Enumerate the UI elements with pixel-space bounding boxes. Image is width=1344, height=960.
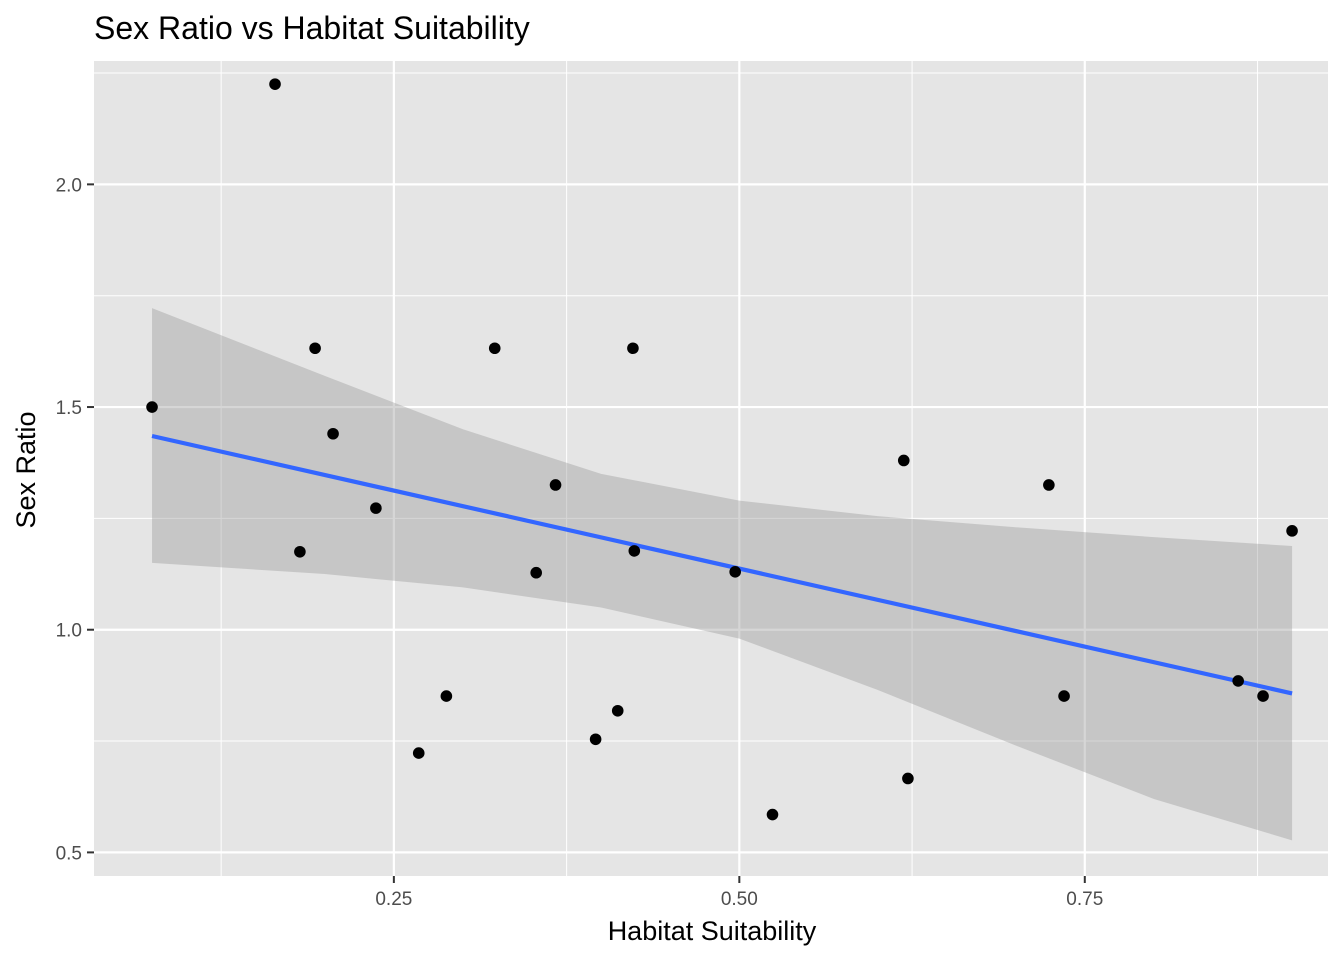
x-axis-label: Habitat Suitability (608, 916, 817, 946)
data-point (488, 342, 501, 355)
y-axis-label: Sex Ratio (11, 411, 41, 528)
data-point (294, 545, 306, 558)
data-point (628, 545, 641, 557)
y-axis-ticks: 0.5 1.0 1.5 2.0 (56, 175, 94, 864)
data-point (589, 733, 602, 746)
x-axis-ticks: 0.25 0.50 0.75 (375, 876, 1103, 910)
data-point (440, 690, 453, 702)
chart-title: Sex Ratio vs Habitat Suitability (94, 10, 530, 46)
y-tick-label: 1.0 (56, 621, 82, 642)
data-points (146, 78, 1298, 821)
y-tick-label: 0.5 (56, 843, 82, 864)
data-point (146, 401, 158, 413)
major-gridlines (94, 61, 1328, 876)
data-point (530, 566, 542, 579)
data-point (1232, 675, 1244, 687)
x-tick-label: 0.75 (1066, 889, 1103, 910)
data-point (1257, 690, 1269, 702)
data-point (766, 808, 779, 821)
y-tick-label: 1.5 (56, 398, 82, 419)
data-point (269, 78, 281, 90)
data-point (370, 502, 382, 514)
data-point (1286, 525, 1298, 537)
y-tick-label: 2.0 (56, 175, 82, 196)
data-point (729, 566, 741, 578)
data-point (309, 342, 321, 355)
x-tick-label: 0.50 (721, 889, 758, 910)
data-point (1058, 690, 1070, 702)
data-point (627, 342, 639, 355)
data-point (897, 454, 910, 467)
data-point (902, 772, 914, 785)
data-point (611, 704, 624, 717)
confidence-band (152, 308, 1293, 841)
data-point (1043, 479, 1055, 491)
x-tick-label: 0.25 (375, 889, 412, 910)
minor-gridlines (94, 61, 1328, 876)
data-point (327, 427, 339, 440)
data-point (549, 479, 562, 491)
trend-line (151, 433, 1293, 696)
data-point (412, 747, 425, 759)
